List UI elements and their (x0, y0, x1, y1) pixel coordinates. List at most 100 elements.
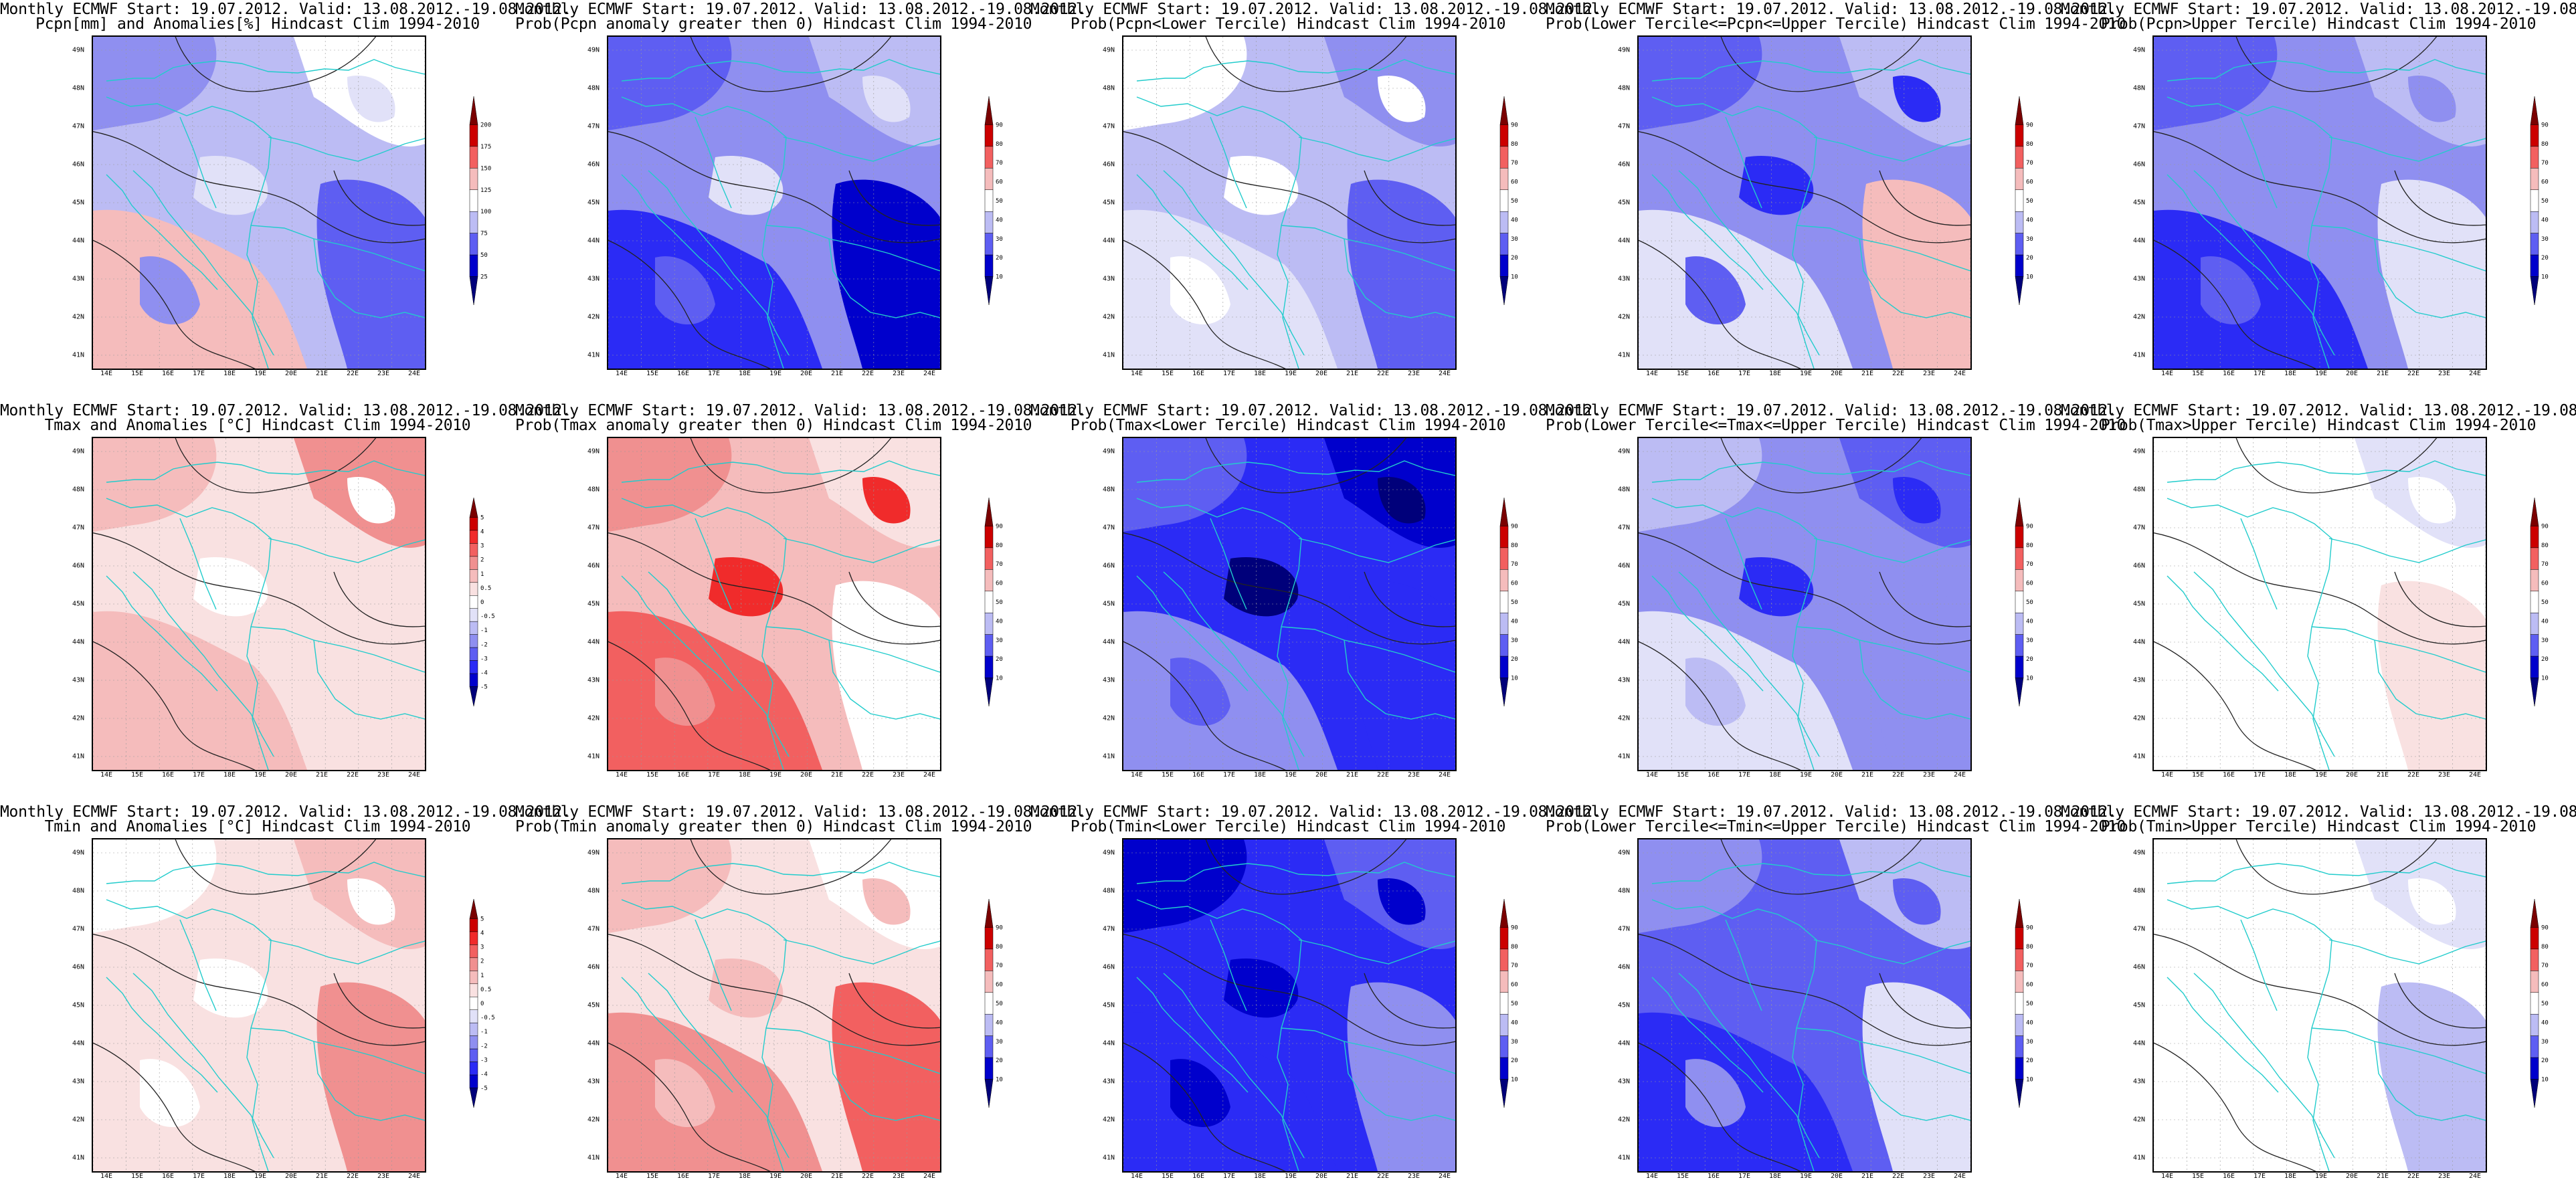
panel-title-line2: Prob(Lower Tercile<=Tmax<=Upper Tercile)… (1546, 417, 2126, 434)
colorbar-swatch (469, 1048, 478, 1062)
country-border (1210, 116, 1247, 209)
colorbar-swatch (469, 556, 478, 570)
contour-line (1720, 839, 1922, 895)
colorbar-label: 1 (480, 571, 484, 578)
latitude-label: 44N (1618, 638, 1631, 646)
shaded-region (1123, 611, 1338, 770)
panel-title-line2: Prob(Tmin>Upper Tercile) Hindcast Clim 1… (2100, 818, 2537, 835)
latitude-label: 44N (1618, 1039, 1631, 1047)
longitude-label: 21E (2376, 771, 2389, 779)
colorbar-swatch (984, 971, 994, 993)
contour-line (2235, 839, 2437, 895)
colorbar: 90 80 70 60 50 40 30 20 10 (984, 898, 1003, 1108)
contour-line (2394, 170, 2486, 226)
colorbar-swatch (2015, 971, 2024, 993)
colorbar: 5 4 3 2 1 0.5 0 -0.5 -1 -2 -3 -4 -5 (469, 497, 495, 707)
latitude-label: 44N (2133, 638, 2146, 646)
colorbar-swatch (2015, 1057, 2024, 1080)
map-area (1122, 35, 1457, 370)
country-border (1344, 238, 1455, 318)
map-canvas (1639, 839, 1970, 1171)
colorbar-swatch (984, 526, 994, 548)
latitude-label: 41N (72, 351, 85, 359)
longitude-label: 14E (1130, 771, 1143, 779)
longitude-label: 23E (377, 1173, 390, 1180)
country-border (783, 538, 940, 563)
colorbar-swatch (1499, 547, 1509, 570)
country-border (648, 170, 790, 356)
shaded-region (1123, 839, 1247, 933)
longitude-label: 23E (2437, 370, 2451, 377)
shaded-region (2154, 438, 2278, 532)
shaded-region (1224, 959, 1299, 1018)
colorbar-label: 40 (1511, 1019, 1518, 1026)
longitude-label: 15E (1676, 370, 1689, 377)
country-border (765, 626, 940, 673)
longitude-label: 24E (1438, 771, 1451, 779)
contour-line (690, 438, 892, 494)
colorbar-swatch (2530, 898, 2539, 928)
shaded-region (193, 557, 268, 617)
longitude-label: 14E (1130, 370, 1143, 377)
colorbar-swatch (984, 1057, 994, 1080)
shaded-region (1739, 557, 1814, 617)
colorbar-swatch (469, 517, 478, 531)
colorbar-label: 80 (2026, 542, 2033, 549)
panel-title-line2: Prob(Pcpn>Upper Tercile) Hindcast Clim 1… (2100, 15, 2537, 33)
panel-title-line2: Tmax and Anomalies [°C] Hindcast Clim 19… (44, 417, 471, 434)
shaded-region (1170, 256, 1230, 324)
country-border (132, 571, 274, 757)
country-border (1651, 96, 1817, 369)
colorbar-label: 0 (480, 599, 484, 606)
shaded-region (862, 878, 911, 925)
colorbar-label: 70 (1511, 160, 1518, 167)
shaded-region (1862, 179, 1970, 369)
country-border (621, 862, 940, 884)
colorbar-swatch (469, 608, 478, 622)
contour-line (1720, 37, 1922, 92)
longitude-label: 16E (676, 370, 690, 377)
colorbar-swatch (2530, 634, 2539, 657)
country-border (106, 899, 272, 1171)
country-border (2193, 973, 2335, 1159)
longitude-label: 15E (130, 771, 144, 779)
longitude-label: 19E (2314, 1173, 2328, 1180)
longitude-label: 22E (2407, 1173, 2420, 1180)
colorbar-label: 10 (996, 1077, 1003, 1084)
country-border (1163, 973, 1305, 1159)
colorbar-swatch (984, 569, 994, 592)
longitude-label: 24E (1953, 771, 1966, 779)
colorbar-label: 125 (480, 187, 491, 194)
colorbar-swatch (2530, 233, 2539, 256)
country-border (1136, 899, 1302, 1171)
shaded-region (2377, 179, 2486, 369)
longitude-label: 19E (1284, 370, 1297, 377)
latitude-label: 42N (1618, 313, 1631, 321)
longitude-label: 21E (1861, 370, 1874, 377)
shaded-region (1347, 179, 1455, 369)
longitude-label: 16E (1192, 370, 1205, 377)
colorbar: 90 80 70 60 50 40 30 20 10 (984, 96, 1003, 306)
country-border (1678, 973, 1820, 1159)
latitude-label: 43N (1103, 1078, 1115, 1086)
map-canvas (2154, 839, 2486, 1171)
colorbar-swatch (984, 276, 994, 306)
shaded-region (316, 982, 425, 1171)
country-border (1298, 939, 1455, 965)
colorbar-swatch (1499, 634, 1509, 657)
longitude-label: 16E (2222, 1173, 2235, 1180)
colorbar-swatch (984, 168, 994, 191)
longitude-label: 22E (346, 1173, 359, 1180)
colorbar-label: 90 (1511, 523, 1518, 530)
colorbar-label: 60 (1511, 982, 1518, 989)
colorbar-label: 10 (2541, 274, 2549, 281)
colorbar-swatch (2015, 898, 2024, 928)
country-border (1136, 862, 1455, 884)
longitude-label: 15E (1161, 1173, 1174, 1180)
map-area (92, 838, 426, 1173)
contour-line (1879, 571, 1970, 627)
colorbar: 90 80 70 60 50 40 30 20 10 (984, 497, 1003, 707)
latitude-label: 45N (1103, 199, 1115, 207)
longitude-label: 14E (1645, 771, 1659, 779)
